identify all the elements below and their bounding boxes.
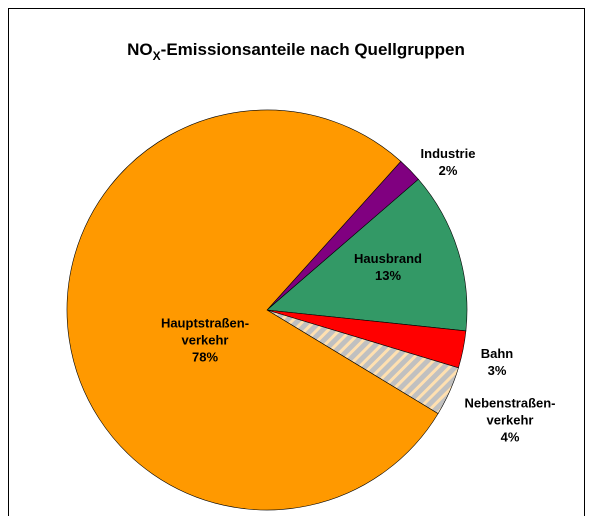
title-subscript: X: [153, 49, 161, 63]
pie: [66, 109, 468, 511]
chart-title: NOX-Emissionsanteile nach Quellgruppen: [127, 40, 465, 63]
pie-slice: [266, 178, 468, 332]
title-part: NO: [127, 40, 153, 59]
pie-slice: [66, 109, 439, 511]
title-part: -Emissionsanteile nach Quellgruppen: [161, 40, 465, 59]
value-label: 3%: [487, 363, 507, 378]
slice-label: Industrie 2%: [421, 145, 476, 179]
slice-label: Hauptstraßen- verkehr 78%: [161, 315, 249, 366]
slice-label: Bahn 3%: [481, 345, 514, 379]
value-label: 4%: [500, 429, 520, 445]
category-label: Bahn: [480, 346, 514, 361]
slice-label: Nebenstraßen- verkehr 4%: [464, 395, 555, 446]
category-label: Nebenstraßen- verkehr: [464, 395, 556, 428]
category-label: Hausbrand: [354, 251, 422, 266]
value-label: 78%: [191, 349, 219, 365]
value-label: 2%: [438, 163, 458, 178]
category-label: Industrie: [420, 146, 476, 161]
slice-label: Hausbrand 13%: [354, 250, 422, 284]
value-label: 13%: [374, 268, 402, 283]
category-label: Hauptstraßen- verkehr: [160, 315, 250, 348]
